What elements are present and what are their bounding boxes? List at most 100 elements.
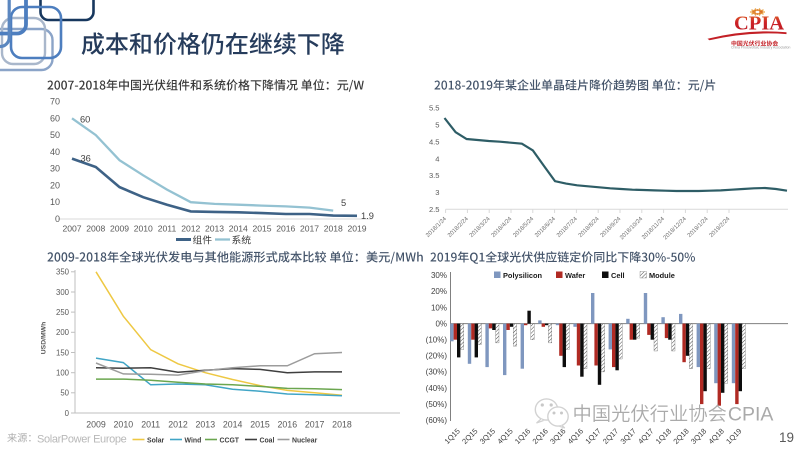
svg-text:Solar: Solar	[147, 438, 165, 445]
svg-text:10%: 10%	[431, 303, 447, 312]
svg-text:(40%): (40%)	[426, 384, 448, 393]
svg-text:70: 70	[50, 96, 60, 106]
svg-text:4Q18: 4Q18	[707, 427, 726, 446]
svg-text:50: 50	[50, 130, 60, 140]
svg-text:1Q19: 1Q19	[724, 427, 743, 446]
svg-text:2017: 2017	[305, 420, 325, 430]
svg-text:Wafer: Wafer	[565, 271, 585, 280]
svg-text:2014: 2014	[223, 420, 243, 430]
svg-text:350: 350	[56, 268, 70, 277]
svg-text:250: 250	[56, 308, 70, 317]
svg-text:5: 5	[435, 121, 439, 130]
svg-text:2019: 2019	[347, 224, 366, 234]
svg-text:Nuclear: Nuclear	[292, 438, 318, 445]
svg-text:5.5: 5.5	[429, 104, 440, 113]
svg-text:19: 19	[779, 430, 794, 445]
svg-text:20%: 20%	[431, 287, 447, 296]
svg-text:150: 150	[56, 348, 70, 357]
svg-text:Polysilicon: Polysilicon	[503, 271, 543, 280]
svg-text:2015: 2015	[250, 420, 270, 430]
svg-text:0%: 0%	[435, 319, 447, 328]
svg-text:0: 0	[55, 214, 60, 224]
svg-text:2Q16: 2Q16	[531, 427, 550, 446]
svg-text:4Q15: 4Q15	[495, 427, 514, 446]
svg-text:4Q16: 4Q16	[566, 427, 585, 446]
svg-text:2018/4/24: 2018/4/24	[491, 216, 514, 239]
svg-text:2009: 2009	[86, 420, 106, 430]
svg-text:2016: 2016	[278, 420, 298, 430]
svg-text:3Q18: 3Q18	[689, 427, 708, 446]
svg-text:10: 10	[50, 197, 60, 207]
svg-text:(60%): (60%)	[426, 416, 448, 425]
svg-text:2018/8/24: 2018/8/24	[578, 216, 601, 239]
svg-text:2010: 2010	[134, 224, 153, 234]
svg-text:2018/12/24: 2018/12/24	[663, 216, 689, 242]
svg-text:5: 5	[341, 198, 346, 208]
svg-text:2018/2/24: 2018/2/24	[447, 216, 470, 239]
svg-text:2009: 2009	[110, 224, 129, 234]
svg-text:1.9: 1.9	[361, 211, 374, 221]
svg-text:2012: 2012	[168, 420, 188, 430]
svg-text:1Q15: 1Q15	[443, 427, 462, 446]
svg-text:(10%): (10%)	[426, 336, 448, 345]
svg-text:2007: 2007	[62, 224, 81, 234]
svg-text:200: 200	[56, 328, 70, 337]
svg-text:2008: 2008	[86, 224, 105, 234]
svg-text:3.5: 3.5	[429, 171, 440, 180]
svg-text:(20%): (20%)	[426, 352, 448, 361]
svg-text:CPIA: CPIA	[734, 13, 784, 35]
svg-text:2011: 2011	[158, 224, 177, 234]
svg-text:CCGT: CCGT	[220, 438, 240, 445]
svg-text:36: 36	[81, 154, 91, 164]
svg-text:2018/1/24: 2018/1/24	[425, 216, 448, 239]
svg-text:4: 4	[435, 154, 439, 163]
svg-text:100: 100	[56, 368, 70, 377]
svg-text:0: 0	[65, 409, 70, 418]
svg-text:2014: 2014	[229, 224, 248, 234]
svg-text:300: 300	[56, 288, 70, 297]
svg-text:2Q18: 2Q18	[671, 427, 690, 446]
svg-text:50: 50	[60, 389, 69, 398]
svg-text:4Q17: 4Q17	[636, 427, 655, 446]
svg-text:CPIA: CPIA	[728, 404, 774, 426]
svg-text:2012: 2012	[181, 224, 200, 234]
svg-text:1Q18: 1Q18	[654, 427, 673, 446]
svg-text:3Q17: 3Q17	[619, 427, 638, 446]
svg-text:3Q16: 3Q16	[548, 427, 567, 446]
svg-text:USD/MWh: USD/MWh	[41, 322, 48, 354]
svg-text:2017: 2017	[300, 224, 319, 234]
svg-text:3Q15: 3Q15	[478, 427, 497, 446]
svg-text:Wind: Wind	[185, 438, 202, 445]
svg-text:2011: 2011	[141, 420, 160, 430]
svg-text:2Q15: 2Q15	[460, 427, 479, 446]
svg-text:2Q17: 2Q17	[601, 427, 620, 446]
svg-text:2018: 2018	[324, 224, 343, 234]
svg-text:20: 20	[50, 180, 60, 190]
svg-text:Coal: Coal	[260, 438, 275, 445]
svg-text:2018/6/24: 2018/6/24	[534, 216, 557, 239]
svg-text:2018/7/24: 2018/7/24	[556, 216, 579, 239]
svg-text:2015: 2015	[252, 224, 271, 234]
svg-text:2018/3/24: 2018/3/24	[469, 216, 492, 239]
svg-text:30: 30	[50, 164, 60, 174]
svg-text:(30%): (30%)	[426, 368, 448, 377]
svg-text:2019/1/24: 2019/1/24	[687, 216, 710, 239]
svg-text:2016: 2016	[276, 224, 295, 234]
svg-text:2018: 2018	[332, 420, 352, 430]
svg-text:40: 40	[50, 147, 60, 157]
svg-text:China Photovoltaic Industry As: China Photovoltaic Industry Association	[731, 45, 790, 49]
svg-text:(50%): (50%)	[426, 400, 448, 409]
svg-text:1Q17: 1Q17	[583, 427, 602, 446]
svg-text:1Q16: 1Q16	[513, 427, 532, 446]
svg-text:2019/2/24: 2019/2/24	[709, 216, 732, 239]
svg-text:2013: 2013	[205, 224, 224, 234]
svg-text:2010: 2010	[114, 420, 134, 430]
svg-text:3: 3	[435, 188, 439, 197]
svg-text:60: 60	[80, 115, 90, 125]
svg-text:4.5: 4.5	[429, 137, 440, 146]
svg-text:2013: 2013	[196, 420, 216, 430]
svg-text:60: 60	[50, 113, 60, 123]
svg-text:2.5: 2.5	[429, 205, 440, 214]
svg-text:Module: Module	[649, 271, 675, 280]
svg-text:30%: 30%	[431, 271, 447, 280]
